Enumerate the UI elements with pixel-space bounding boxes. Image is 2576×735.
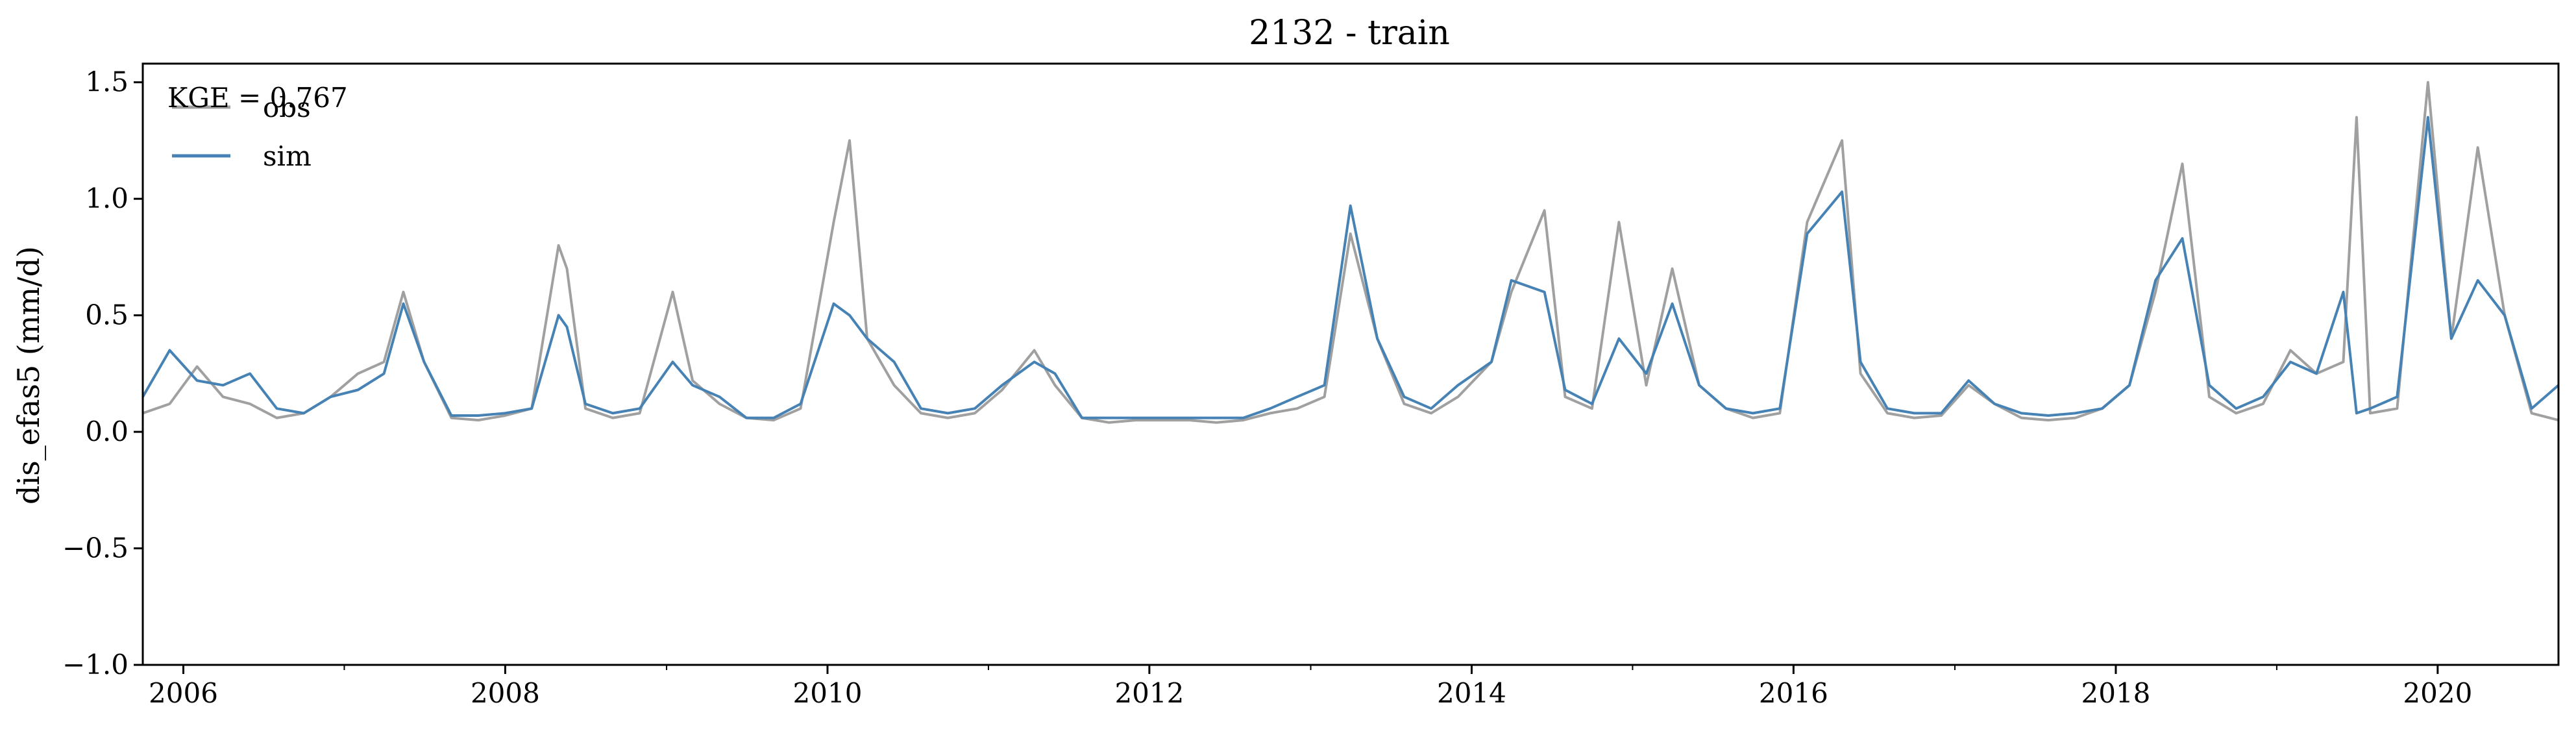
x-tick-label: 2006 xyxy=(149,677,218,709)
series-obs-line xyxy=(142,81,2559,424)
x-tick-label: 2014 xyxy=(1437,677,1506,709)
legend: obs sim xyxy=(172,92,312,172)
y-axis: −1.0 −0.5 0.0 0.5 1.0 1.5 xyxy=(62,66,143,680)
y-tick-label: 0.5 xyxy=(85,299,129,331)
y-tick-label: −0.5 xyxy=(62,532,129,564)
plot-frame xyxy=(141,62,2560,666)
kge-annotation: KGE = 0.767 xyxy=(167,82,348,114)
x-tick-label: 2016 xyxy=(1759,677,1828,709)
legend-sim-label: sim xyxy=(263,140,312,172)
x-tick-label: 2012 xyxy=(1114,677,1184,709)
x-tick-label: 2010 xyxy=(793,677,863,709)
x-tick-label: 2008 xyxy=(471,677,540,709)
legend-obs-label: obs xyxy=(263,92,311,123)
y-tick-label: 1.0 xyxy=(85,182,129,214)
y-axis-label: dis_efas5 (mm/d) xyxy=(11,246,46,505)
x-tick-label: 2020 xyxy=(2403,677,2472,709)
x-tick-label: 2018 xyxy=(2081,677,2151,709)
y-tick-label: 0.0 xyxy=(85,416,129,447)
y-tick-label: 1.5 xyxy=(85,66,129,98)
y-tick-label: −1.0 xyxy=(62,649,129,680)
series-sim-line xyxy=(141,116,2560,419)
chart-title: 2132 - train xyxy=(1249,14,1450,53)
series-layer xyxy=(141,81,2560,424)
x-axis: 2006 2008 2010 2012 2014 2016 2018 2020 xyxy=(149,665,2472,709)
